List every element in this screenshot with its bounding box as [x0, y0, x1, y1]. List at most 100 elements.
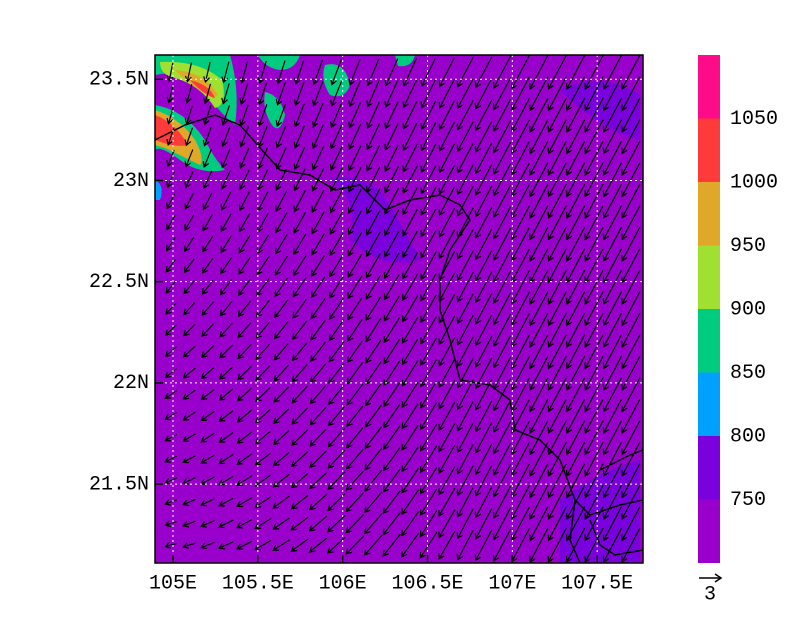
wind-arrow — [166, 215, 176, 231]
wind-arrow — [311, 254, 326, 277]
wind-arrow — [510, 270, 530, 305]
wind-arrow — [272, 473, 290, 488]
wind-arrow — [293, 146, 306, 171]
wind-arrow — [420, 445, 438, 474]
wind-arrow — [237, 344, 252, 360]
wind-arrow — [621, 205, 641, 241]
wind-arrow — [547, 269, 567, 305]
wind-arrow — [547, 398, 567, 434]
wind-arrow — [438, 337, 456, 367]
wind-arrow — [492, 356, 512, 390]
wind-arrow — [164, 499, 177, 506]
colorbar-label: 850 — [730, 362, 766, 385]
wind-arrow — [584, 248, 604, 284]
wind-arrow — [218, 475, 234, 486]
wind-arrow — [345, 470, 364, 491]
wind-arrow — [346, 340, 363, 364]
wind-arrow — [474, 228, 493, 261]
wind-arrow — [602, 312, 623, 348]
wind-arrow — [165, 302, 177, 315]
wind-arrow — [218, 497, 234, 507]
wind-arrow — [529, 527, 549, 563]
wind-arrow — [529, 355, 549, 391]
wind-arrow — [420, 230, 437, 259]
wind-arrow — [182, 477, 196, 485]
wind-arrow — [202, 236, 214, 253]
wind-arrow — [547, 162, 567, 198]
wind-arrow — [239, 82, 249, 106]
wind-arrow — [584, 183, 604, 219]
wind-arrow — [345, 492, 364, 513]
wind-arrow — [474, 142, 493, 175]
wind-arrow — [329, 254, 344, 278]
wind-arrow — [384, 187, 400, 215]
wind-arrow — [329, 276, 344, 299]
wind-arrow — [238, 256, 251, 275]
wind-arrow — [401, 468, 419, 494]
wind-arrow — [584, 312, 604, 348]
wind-arrow — [347, 232, 363, 257]
wind-arrow — [474, 163, 493, 196]
wind-arrow — [236, 540, 253, 550]
wind-arrow — [492, 292, 512, 326]
wind-arrow — [438, 186, 456, 217]
wind-arrow — [346, 405, 364, 428]
wind-arrow — [275, 125, 287, 149]
wind-arrow — [621, 398, 641, 434]
wind-arrow — [236, 387, 252, 402]
wind-arrow — [365, 188, 381, 215]
wind-arrow — [309, 406, 327, 426]
wind-arrow — [492, 507, 512, 541]
wind-arrow — [256, 278, 270, 297]
wind-arrow — [201, 279, 214, 295]
wind-arrow — [492, 421, 512, 455]
wind-arrow — [200, 520, 215, 528]
wind-arrow — [474, 314, 493, 347]
wind-arrow — [275, 190, 288, 213]
x-tick-label: 107E — [488, 572, 536, 595]
wind-arrow — [275, 147, 287, 170]
wind-arrow — [584, 506, 604, 542]
wind-arrow — [621, 162, 641, 198]
wind-arrow — [602, 291, 623, 327]
wind-arrow — [221, 104, 231, 126]
wind-arrow — [547, 97, 567, 133]
wind-arrow — [383, 360, 401, 386]
wind-arrow — [184, 84, 193, 104]
wind-arrow — [236, 475, 253, 486]
wind-arrow — [166, 193, 176, 210]
wind-arrow — [184, 149, 194, 168]
wind-arrow — [255, 321, 270, 339]
wind-arrow — [529, 76, 549, 112]
wind-arrow — [366, 145, 381, 172]
wind-arrow — [366, 58, 380, 87]
wind-arrow — [347, 145, 362, 172]
wind-arrow — [474, 357, 493, 390]
wind-arrow — [327, 471, 346, 491]
wind-arrow — [327, 514, 346, 533]
wind-arrow — [182, 345, 196, 358]
wind-arrow — [438, 315, 456, 346]
wind-arrow — [166, 171, 176, 189]
wind-arrow — [474, 486, 493, 519]
wind-arrow — [182, 367, 196, 379]
wind-arrow — [218, 453, 234, 465]
wind-arrow — [182, 433, 196, 442]
wind-arrow — [311, 211, 325, 235]
wind-arrow — [273, 321, 289, 340]
wind-arrow — [293, 81, 305, 107]
wind-arrow — [438, 487, 456, 517]
wind-arrow — [474, 292, 493, 325]
wind-arrow — [621, 291, 641, 327]
wind-arrow — [547, 248, 567, 284]
wind-arrow — [420, 57, 436, 88]
wind-arrow — [602, 527, 623, 563]
wind-arrow — [456, 379, 474, 411]
wind-arrow — [219, 322, 233, 338]
wind-arrow — [547, 355, 567, 391]
wind-arrow — [565, 441, 586, 477]
wind-arrow — [401, 381, 419, 408]
wind-arrow — [236, 409, 253, 423]
wind-arrow — [456, 186, 474, 217]
wind-arrow — [164, 390, 177, 400]
